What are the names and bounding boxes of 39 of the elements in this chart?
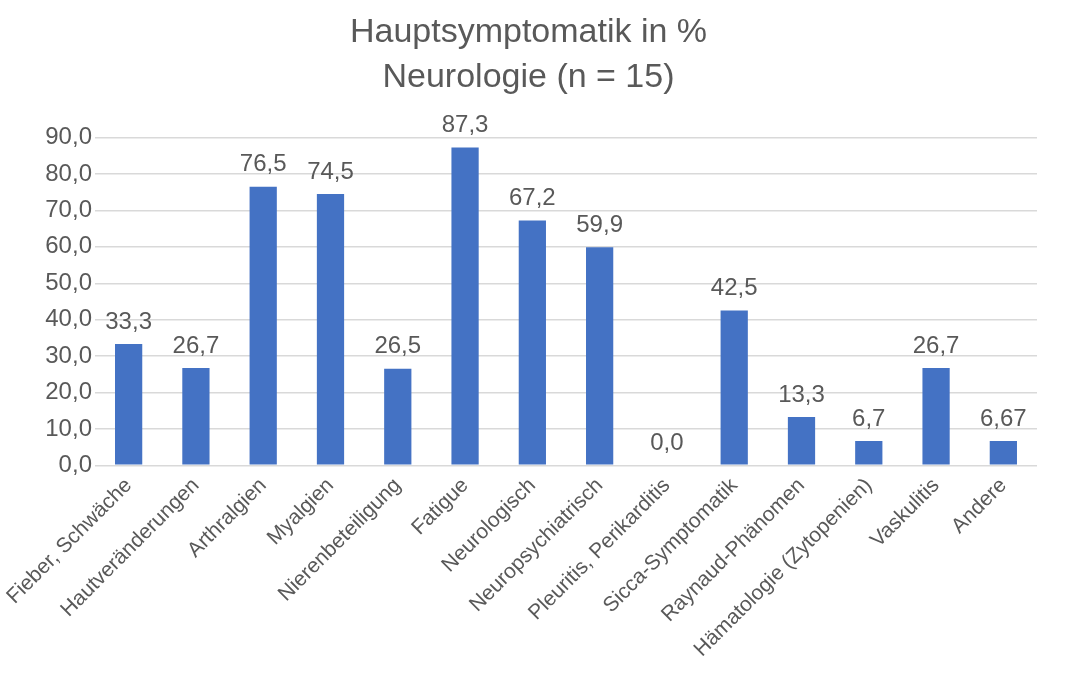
y-tick-label: 50,0 — [45, 267, 92, 295]
data-label: 74,5 — [307, 156, 354, 184]
bar — [855, 440, 883, 465]
y-tick-label: 80,0 — [45, 158, 92, 186]
y-tick-label: 60,0 — [45, 231, 92, 259]
bar — [518, 220, 546, 465]
y-tick-label: 70,0 — [45, 195, 92, 223]
data-label: 42,5 — [710, 273, 758, 301]
y-tick-label: 90,0 — [45, 122, 92, 150]
bar — [451, 147, 479, 465]
data-label: 26,5 — [374, 331, 422, 359]
bar — [182, 368, 210, 465]
data-label: 6,7 — [852, 403, 886, 431]
data-label: 87,3 — [441, 110, 489, 138]
bar — [787, 416, 816, 465]
y-tick-label: 20,0 — [45, 377, 92, 405]
data-label: 33,3 — [105, 306, 152, 334]
data-label: 0,0 — [650, 427, 684, 455]
bar — [384, 368, 412, 465]
data-label: 59,9 — [576, 209, 623, 237]
bar — [989, 441, 1017, 465]
bar — [586, 247, 614, 465]
y-tick-label: 10,0 — [45, 413, 92, 441]
chart-title: Hauptsymptomatik in % — [349, 10, 708, 49]
y-tick-label: 30,0 — [45, 340, 92, 368]
bar — [115, 344, 143, 465]
bar — [249, 186, 277, 465]
bar — [922, 368, 950, 465]
bar — [316, 194, 345, 465]
data-label: 67,2 — [508, 183, 556, 211]
data-label: 13,3 — [778, 379, 825, 407]
y-tick-label: 40,0 — [45, 304, 92, 332]
data-label: 26,7 — [912, 330, 960, 358]
chart-subtitle: Neurologie (n = 15) — [382, 55, 675, 94]
data-label: 76,5 — [239, 149, 287, 177]
bar — [720, 310, 748, 465]
data-label: 26,7 — [172, 330, 220, 358]
data-label: 6,67 — [980, 403, 1027, 431]
y-tick-label: 0,0 — [58, 449, 92, 477]
